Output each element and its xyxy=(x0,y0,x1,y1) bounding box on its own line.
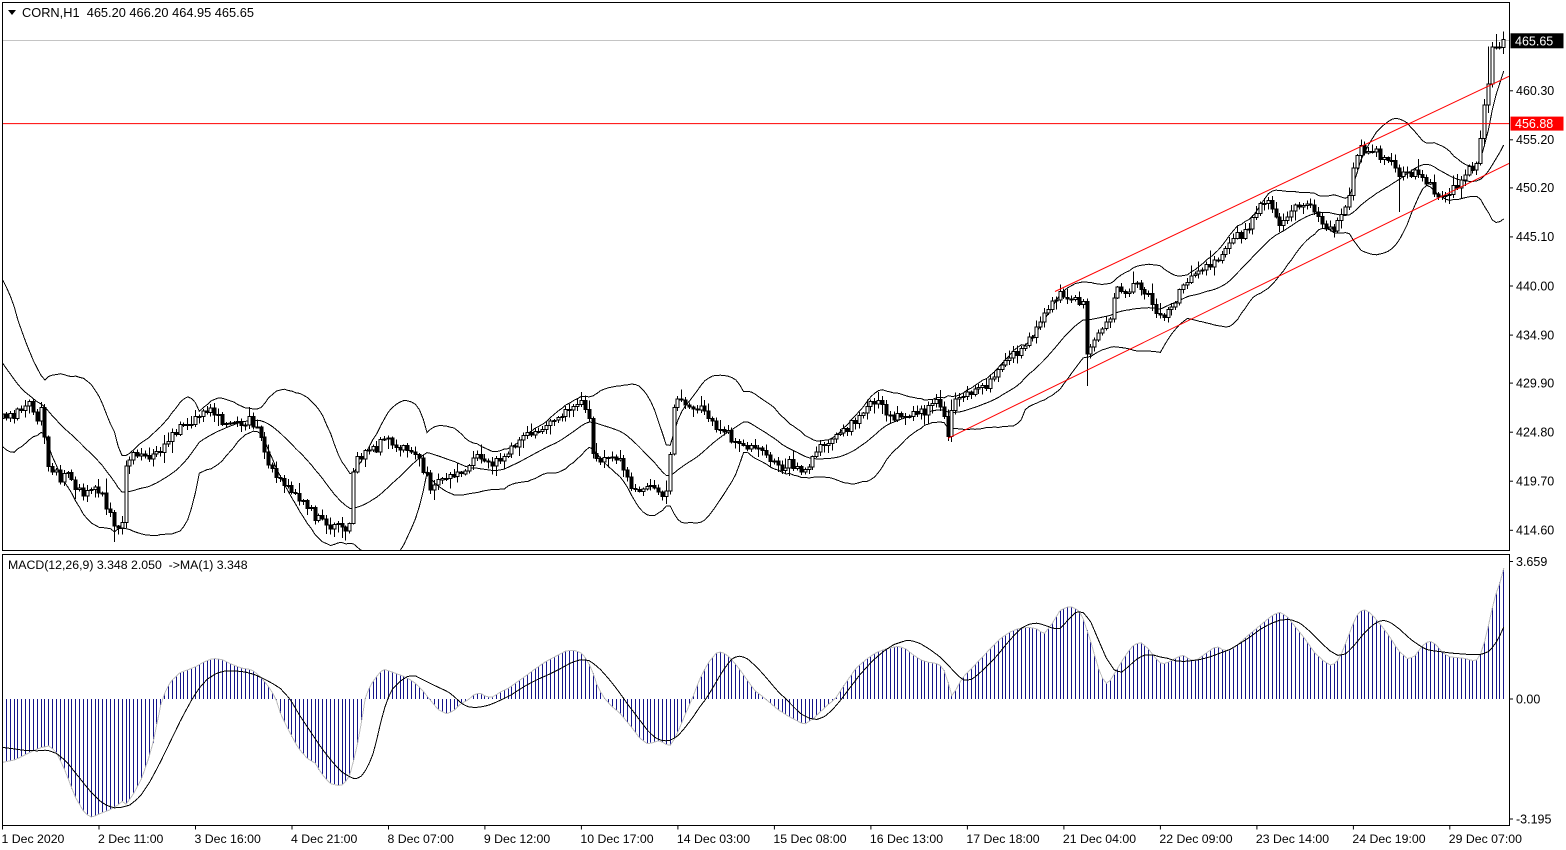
svg-text:17 Dec 18:00: 17 Dec 18:00 xyxy=(966,832,1039,846)
svg-text:4 Dec 21:00: 4 Dec 21:00 xyxy=(291,832,357,846)
svg-text:2 Dec 11:00: 2 Dec 11:00 xyxy=(98,832,164,846)
svg-text:465.65: 465.65 xyxy=(1515,34,1553,48)
svg-text:455.20: 455.20 xyxy=(1516,133,1554,147)
svg-text:21 Dec 04:00: 21 Dec 04:00 xyxy=(1063,832,1136,846)
svg-text:3 Dec 16:00: 3 Dec 16:00 xyxy=(195,832,261,846)
svg-text:16 Dec 13:00: 16 Dec 13:00 xyxy=(870,832,943,846)
svg-text:15 Dec 08:00: 15 Dec 08:00 xyxy=(773,832,846,846)
svg-text:440.00: 440.00 xyxy=(1516,279,1554,293)
svg-text:419.70: 419.70 xyxy=(1516,475,1554,489)
svg-text:23 Dec 14:00: 23 Dec 14:00 xyxy=(1256,832,1329,846)
svg-text:MACD(12,26,9) 3.348 2.050 ->M: MACD(12,26,9) 3.348 2.050 ->MA(1) 3.348 xyxy=(8,558,248,572)
svg-text:9 Dec 12:00: 9 Dec 12:00 xyxy=(484,832,550,846)
svg-text:24 Dec 19:00: 24 Dec 19:00 xyxy=(1352,832,1425,846)
svg-text:8 Dec 07:00: 8 Dec 07:00 xyxy=(388,832,454,846)
svg-text:414.60: 414.60 xyxy=(1516,524,1554,538)
svg-text:429.90: 429.90 xyxy=(1516,376,1554,390)
svg-text:460.30: 460.30 xyxy=(1516,84,1554,98)
svg-text:22 Dec 09:00: 22 Dec 09:00 xyxy=(1159,832,1232,846)
svg-text:424.80: 424.80 xyxy=(1516,426,1554,440)
svg-text:1 Dec 2020: 1 Dec 2020 xyxy=(2,832,65,846)
svg-text:-3.195: -3.195 xyxy=(1516,812,1551,826)
svg-text:10 Dec 17:00: 10 Dec 17:00 xyxy=(580,832,653,846)
svg-text:29 Dec 07:00: 29 Dec 07:00 xyxy=(1449,832,1522,846)
svg-text:456.88: 456.88 xyxy=(1515,117,1553,131)
svg-text:14 Dec 03:00: 14 Dec 03:00 xyxy=(677,832,750,846)
svg-text:450.20: 450.20 xyxy=(1516,181,1554,195)
svg-text:3.659: 3.659 xyxy=(1516,555,1547,569)
svg-text:445.10: 445.10 xyxy=(1516,230,1554,244)
svg-text:CORN,H1 465.20 466.20 464.95: CORN,H1 465.20 466.20 464.95 465.65 xyxy=(22,5,254,20)
svg-text:434.90: 434.90 xyxy=(1516,328,1554,342)
svg-text:0.00: 0.00 xyxy=(1516,692,1540,706)
